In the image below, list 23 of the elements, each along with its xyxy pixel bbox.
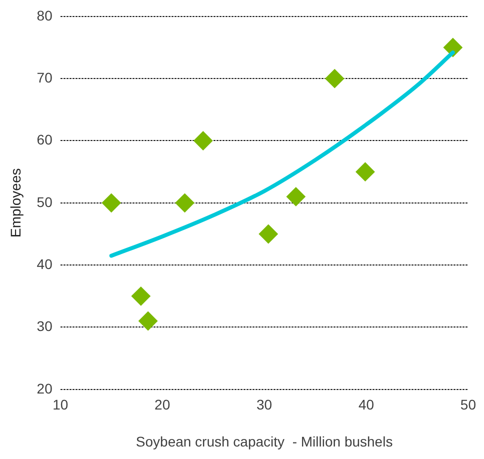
y-tick-label: 70 — [36, 69, 53, 86]
y-tick-label: 20 — [36, 380, 53, 396]
point — [194, 131, 213, 150]
y-tick-label: 60 — [36, 132, 53, 148]
point — [258, 224, 278, 244]
y-tick-label: 80 — [36, 7, 53, 24]
x-tick-label: 50 — [460, 396, 476, 413]
point — [356, 162, 375, 182]
y-tick-label: 50 — [36, 194, 53, 210]
point — [131, 286, 150, 306]
y-axis-title: Employees — [7, 168, 24, 238]
point — [138, 312, 158, 331]
point — [325, 69, 344, 88]
y-tick-label: 30 — [36, 318, 53, 334]
x-tick-label: 20 — [154, 396, 170, 413]
point — [175, 193, 194, 212]
x-axis-title: Soybean crush capacity - Million bushels — [136, 433, 393, 450]
x-tick-label: 40 — [358, 396, 374, 413]
y-tick-label: 40 — [36, 256, 53, 272]
point — [102, 193, 121, 212]
point — [286, 187, 306, 206]
x-tick-label: 10 — [52, 396, 68, 413]
x-tick-label: 30 — [256, 396, 272, 413]
